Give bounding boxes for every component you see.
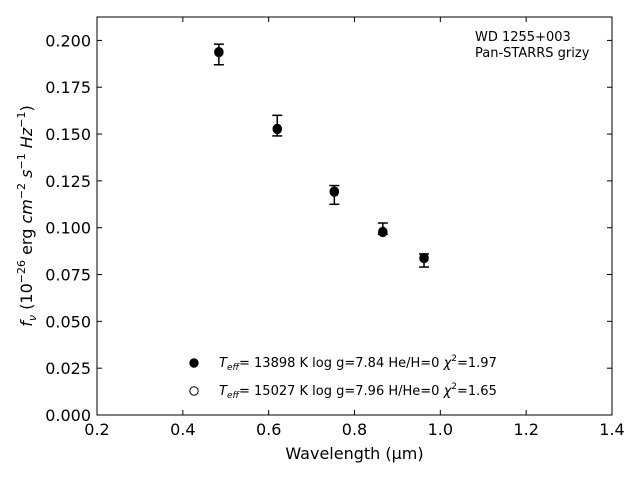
model-point-filled bbox=[329, 186, 340, 196]
y-axis-ticks: 0.000 0.025 0.050 0.075 0.100 0.125 0.150 0.175… bbox=[45, 31, 612, 425]
y-tick-label: 0.050 bbox=[45, 312, 91, 331]
model-point-filled bbox=[272, 123, 282, 134]
x-tick-label: 0.6 bbox=[256, 420, 281, 439]
annotation-survey-name: Pan-STARRS grizy bbox=[475, 46, 590, 61]
x-axis-label: Wavelength (μm) bbox=[285, 444, 423, 463]
y-tick-label: 0.125 bbox=[45, 172, 91, 191]
model-point-filled bbox=[378, 226, 388, 237]
y-tick-label: 0.200 bbox=[45, 31, 91, 50]
data-markers bbox=[214, 46, 429, 264]
legend-marker-open bbox=[189, 386, 199, 396]
model-point-filled bbox=[419, 252, 429, 263]
x-tick-label: 0.8 bbox=[342, 420, 367, 439]
y-tick-label: 0.100 bbox=[45, 219, 91, 238]
annotation-object-name: WD 1255+003 bbox=[475, 30, 571, 45]
x-tick-label: 1.2 bbox=[513, 420, 538, 439]
legend-entry-filled: Teff= 13898 K log g=7.84 He/H=0 χ2=1.97 bbox=[219, 354, 497, 373]
x-tick-label: 0.2 bbox=[84, 420, 109, 439]
x-tick-label: 0.4 bbox=[170, 420, 195, 439]
legend-marker-filled bbox=[189, 358, 199, 368]
x-tick-label: 1.0 bbox=[428, 420, 453, 439]
legend-entry-open: Teff= 15027 K log g=7.96 H/He=0 χ2=1.65 bbox=[219, 382, 497, 401]
x-tick-label: 1.4 bbox=[599, 420, 624, 439]
x-axis-ticks: 0.2 0.4 0.6 0.8 1.0 1.2 1.4 bbox=[84, 17, 625, 439]
model-point-filled bbox=[214, 46, 224, 57]
y-tick-label: 0.000 bbox=[45, 406, 91, 425]
y-tick-label: 0.150 bbox=[45, 125, 91, 144]
y-tick-label: 0.025 bbox=[45, 359, 91, 378]
y-tick-label: 0.075 bbox=[45, 266, 91, 285]
legend: Teff= 13898 K log g=7.84 He/H=0 χ2=1.97 … bbox=[189, 354, 497, 401]
y-tick-label: 0.175 bbox=[45, 78, 91, 97]
y-axis-label: fν (10−26 erg cm−2 s−1 Hz−1) bbox=[15, 105, 39, 326]
